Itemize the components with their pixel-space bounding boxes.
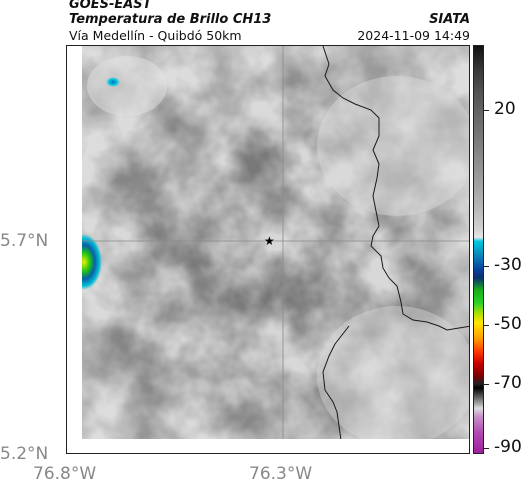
colorbar-tick <box>484 448 489 449</box>
timestamp-label: 2024-11-09 14:49 <box>357 28 470 43</box>
department-border <box>322 325 350 453</box>
organization-label: SIATA <box>429 12 470 27</box>
colorbar-tick <box>484 110 489 111</box>
colorbar-tick <box>484 266 489 267</box>
temperature-colorbar <box>473 45 484 454</box>
region-subtitle: Vía Medellín - Quibdó 50km <box>69 28 242 43</box>
colorbar-tick <box>484 384 489 385</box>
location-marker-icon: ★ <box>264 234 275 248</box>
product-title: Temperatura de Brillo CH13 <box>69 12 272 27</box>
cold-cloud-fleck <box>106 77 120 87</box>
lon-tick-label: 76.8°W <box>33 464 97 484</box>
lat-tick-label: 5.2°N <box>0 444 49 464</box>
lon-tick-label: 76.3°W <box>249 464 313 484</box>
colorbar-label: -50 <box>494 314 522 334</box>
lat-tick-label: 5.7°N <box>0 231 49 251</box>
colorbar-label: -90 <box>494 437 522 457</box>
colorbar-tick <box>484 325 489 326</box>
satellite-name: GOES-EAST <box>69 0 152 12</box>
colorbar-label: -30 <box>494 255 522 275</box>
colorbar-label: -70 <box>494 373 522 393</box>
department-border <box>322 46 469 331</box>
satellite-map[interactable]: ★ <box>66 45 470 454</box>
brightness-temperature-image: ★ <box>67 46 469 453</box>
colorbar-label: 20 <box>494 99 516 119</box>
